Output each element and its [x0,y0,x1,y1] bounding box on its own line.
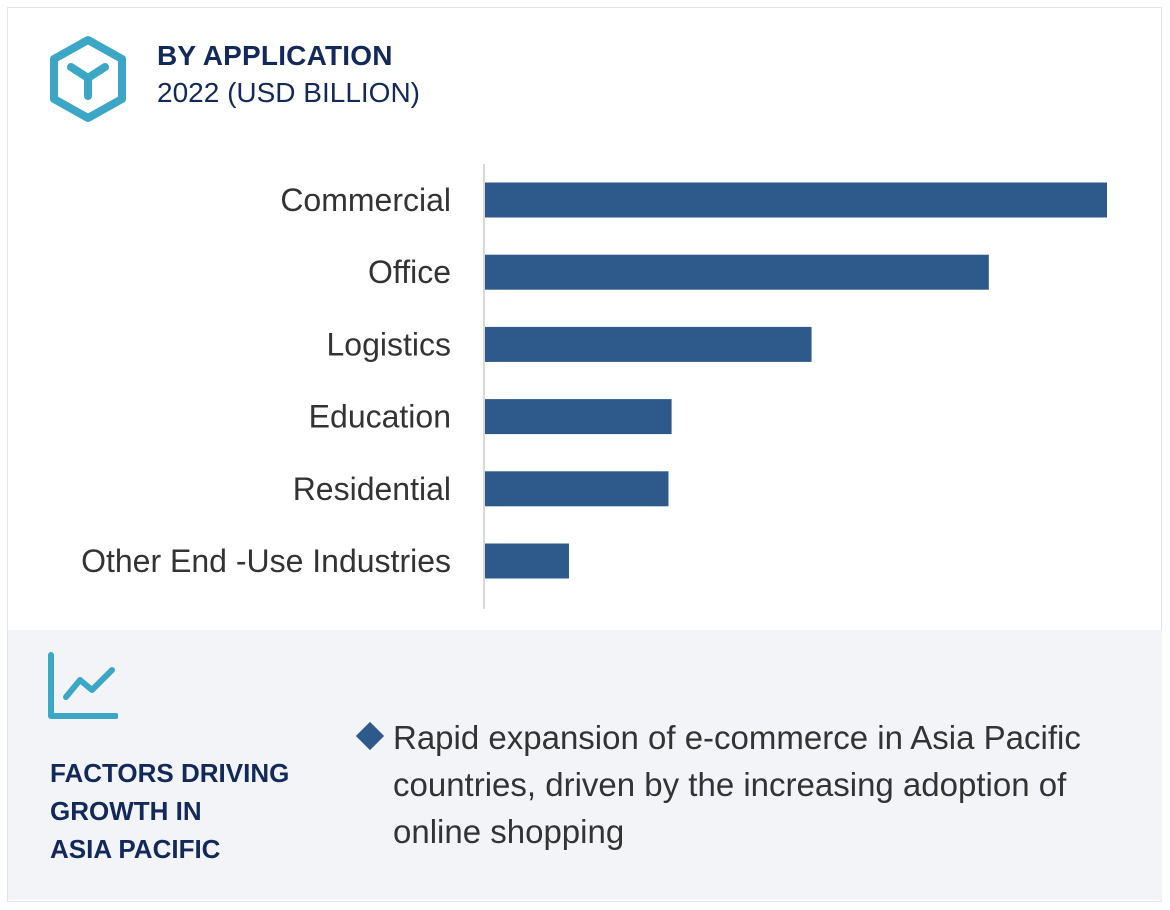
category-label: Commercial [280,182,451,218]
bar-residential [485,471,669,507]
chart-title: BY APPLICATION [157,40,393,71]
factors-heading-line: ASIA PACIFIC [50,834,221,864]
bar-chart: Commercial Office Logistics Education Reside… [81,164,1107,609]
factor-text: Rapid expansion of e-commerce in Asia Pa… [393,719,1081,850]
cube-icon [46,34,130,124]
bar-commercial [485,182,1107,218]
factors-heading: FACTORS DRIVING GROWTH IN ASIA PACIFIC [50,754,340,868]
factor-item: Rapid expansion of e-commerce in Asia Pa… [355,714,1140,855]
factors-heading-line: GROWTH IN [50,796,202,826]
category-label: Office [368,254,451,290]
category-label: Education [309,399,451,435]
bar-other-end-use-industries [485,543,569,579]
trend-line-icon [46,652,119,724]
category-label: Other End -Use Industries [81,543,451,579]
factors-panel: FACTORS DRIVING GROWTH IN ASIA PACIFIC R… [8,630,1162,900]
category-label: Logistics [327,326,452,362]
factors-heading-line: FACTORS DRIVING [50,758,290,788]
bar-education [485,399,672,435]
bar-office [485,254,989,290]
bar-logistics [485,326,812,362]
category-label: Residential [293,471,451,507]
chart-subtitle: 2022 (USD BILLION) [157,77,420,108]
